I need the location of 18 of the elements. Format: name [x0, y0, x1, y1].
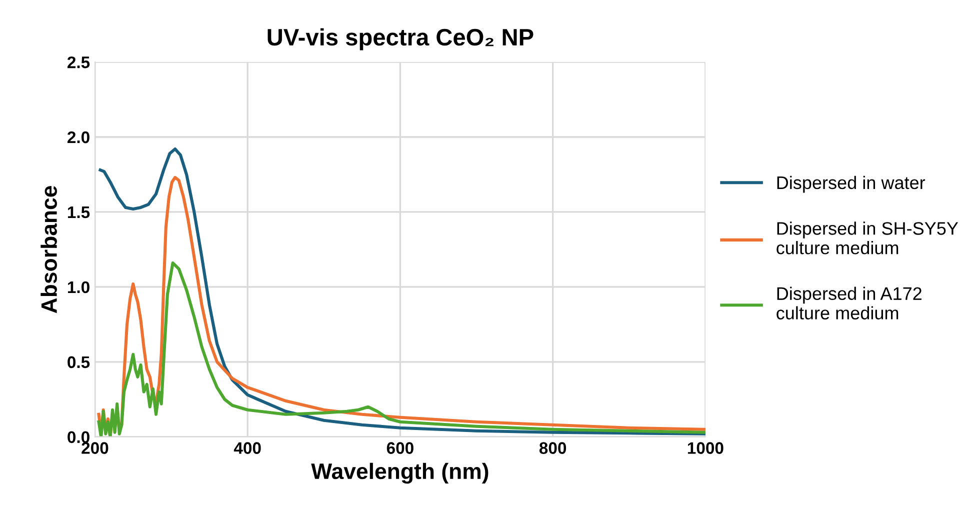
y-tick-label: 1.5	[68, 206, 90, 218]
y-tick-label: 2.0	[68, 131, 90, 144]
x-axis-title: Wavelength (nm)	[311, 462, 488, 484]
x-tick-label: 200	[82, 442, 108, 454]
legend-label: Dispersed in A172 culture medium	[776, 286, 922, 320]
legend-label: Dispersed in SH-SY5Y culture medium	[776, 222, 958, 254]
legend-label: Dispersed in water	[777, 176, 926, 193]
y-tick-label: 0.5	[68, 356, 90, 368]
line-series	[97, 261, 706, 437]
y-axis-title: Absorbance	[40, 186, 57, 314]
y-tick-label: 1.0	[68, 281, 90, 294]
x-tick-label: 400	[234, 442, 261, 454]
y-tick-label: 0.0	[68, 431, 90, 444]
x-tick-label: 800	[539, 442, 566, 454]
y-tick-label: 2.5	[68, 56, 90, 68]
chart-title: UV-vis spectra CeO₂ NP	[268, 28, 534, 50]
x-tick-label: 1000	[688, 442, 724, 454]
x-tick-label: 600	[386, 442, 414, 454]
